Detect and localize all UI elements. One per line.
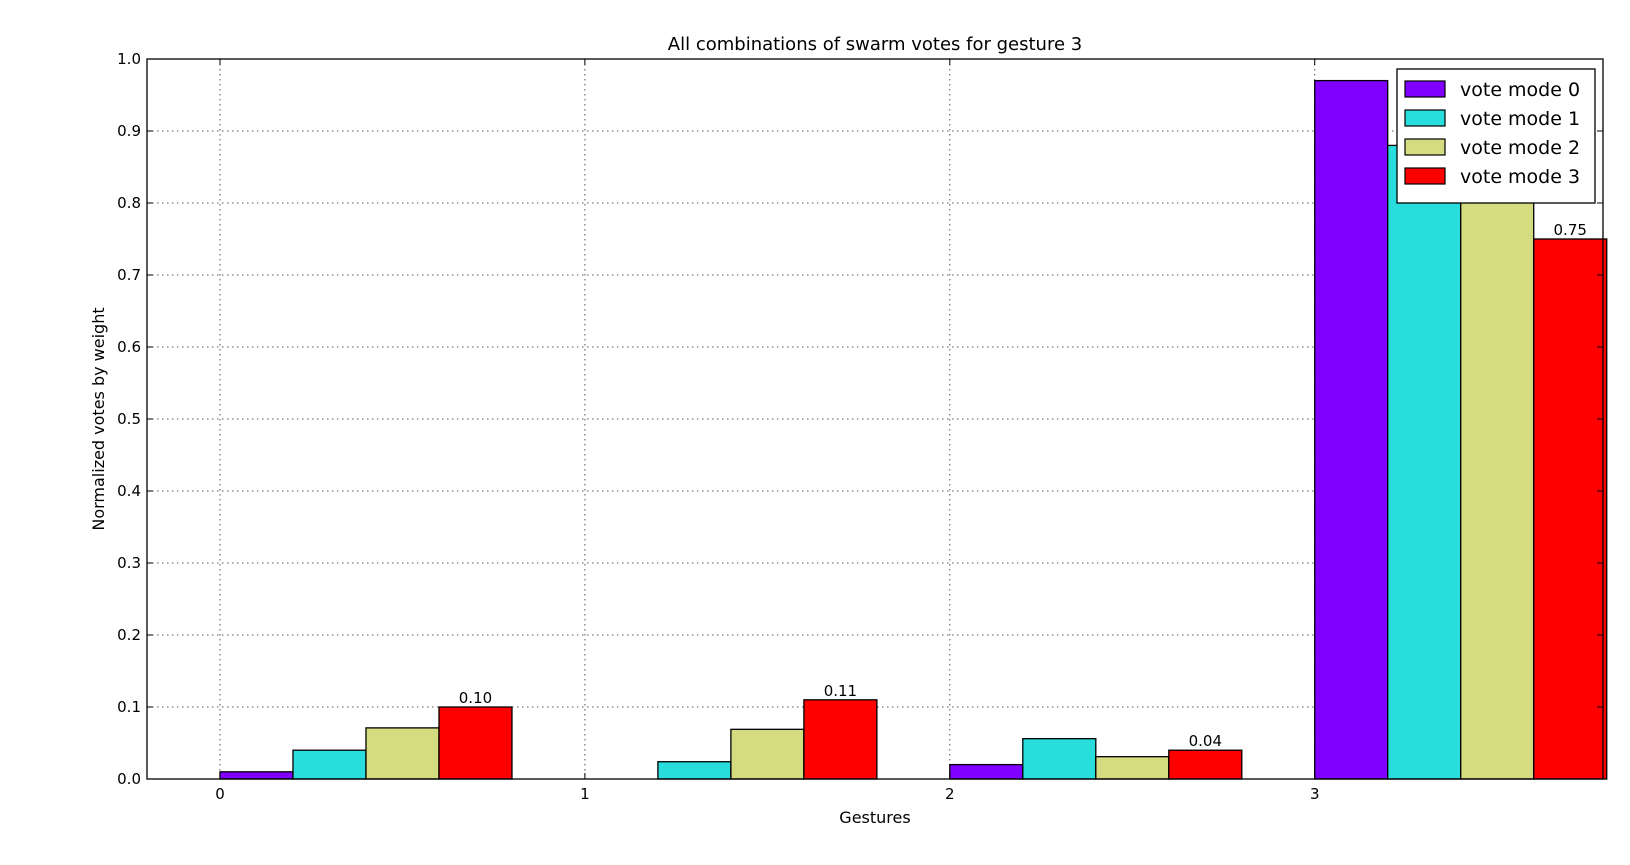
data-label: 0.10 <box>459 689 492 707</box>
legend-swatch <box>1404 80 1446 98</box>
y-tick-label: 0.6 <box>117 338 141 356</box>
legend-entry-label: vote mode 0 <box>1460 79 1580 101</box>
bar-vote-mode-2-gesture-2 <box>1095 756 1170 780</box>
legend-entry-label: vote mode 1 <box>1460 108 1580 130</box>
x-tick-label: 0 <box>215 785 225 803</box>
y-tick-label: 0.2 <box>117 626 141 644</box>
data-label: 0.75 <box>1554 221 1587 239</box>
bar-vote-mode-3-gesture-2 <box>1168 749 1243 780</box>
y-tick-label: 0.0 <box>117 770 141 788</box>
data-labels: 0.10 0.11 0.04 0.75 <box>459 221 1587 750</box>
data-label: 0.04 <box>1189 732 1222 750</box>
bar-vote-mode-2-gesture-1 <box>730 728 805 780</box>
bar-vote-mode-0-gesture-0 <box>219 771 294 780</box>
bar-vote-mode-2-gesture-3 <box>1460 180 1535 780</box>
y-axis-label: Normalized votes by weight <box>89 307 108 530</box>
y-tick-label: 0.7 <box>117 266 141 284</box>
legend-swatch <box>1404 167 1446 185</box>
y-tick-label: 0.3 <box>117 554 141 572</box>
bar-vote-mode-1-gesture-1 <box>657 761 732 780</box>
y-tick-label: 0.5 <box>117 410 141 428</box>
x-tick-label: 3 <box>1310 785 1320 803</box>
axis-ticks: 0.0 0.1 0.2 0.3 0.4 0.5 0.6 0.7 0.8 0.9 1.0 0 1 2 3 <box>117 50 1603 803</box>
bar-vote-mode-3-gesture-1 <box>803 699 878 780</box>
y-tick-label: 0.9 <box>117 122 141 140</box>
y-tick-label: 0.1 <box>117 698 141 716</box>
bar-vote-mode-0-gesture-3 <box>1314 79 1389 780</box>
bar-vote-mode-3-gesture-0 <box>438 706 513 780</box>
bar-vote-mode-1-gesture-2 <box>1022 738 1097 780</box>
legend: vote mode 0 vote mode 1 vote mode 2 vote mo… <box>1396 68 1596 204</box>
legend-swatch <box>1404 109 1446 127</box>
y-tick-label: 0.8 <box>117 194 141 212</box>
bar-vote-mode-1-gesture-0 <box>292 749 367 780</box>
legend-swatch <box>1404 138 1446 156</box>
data-label: 0.11 <box>824 682 857 700</box>
y-tick-label: 0.4 <box>117 482 141 500</box>
y-tick-label: 1.0 <box>117 50 141 68</box>
chart-title: All combinations of swarm votes for gest… <box>668 34 1082 55</box>
x-axis-label: Gestures <box>839 808 910 827</box>
bars <box>219 79 1608 780</box>
x-tick-label: 2 <box>945 785 955 803</box>
bar-vote-mode-0-gesture-2 <box>949 763 1024 780</box>
legend-entry-label: vote mode 2 <box>1460 137 1580 159</box>
bar-vote-mode-1-gesture-3 <box>1387 144 1462 780</box>
bar-vote-mode-2-gesture-0 <box>365 727 440 780</box>
legend-entry-label: vote mode 3 <box>1460 166 1580 188</box>
bar-vote-mode-3-gesture-3 <box>1533 238 1608 780</box>
x-tick-label: 1 <box>580 785 590 803</box>
